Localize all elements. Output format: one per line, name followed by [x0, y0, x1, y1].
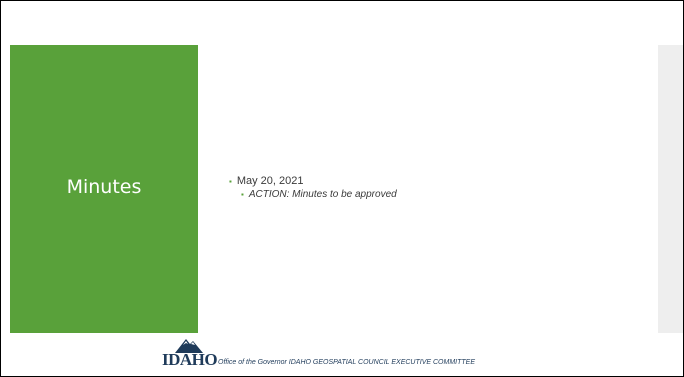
sub-bullet-text: ACTION: Minutes to be approved	[248, 189, 397, 200]
sub-bullet-item: ▪ ACTION: Minutes to be approved	[241, 189, 397, 200]
side-strip	[658, 45, 683, 333]
title-panel: Minutes	[10, 45, 198, 333]
bullet-list: ▪ May 20, 2021 ▪ ACTION: Minutes to be a…	[229, 175, 397, 200]
mountain-icon	[175, 339, 203, 353]
idaho-logo: IDAHO	[162, 335, 218, 371]
bullet-text: May 20, 2021	[236, 175, 304, 187]
bullet-dot-icon: ▪	[241, 190, 244, 199]
slide-title: Minutes	[66, 176, 142, 198]
bullet-dot-icon: ▪	[229, 177, 232, 186]
footer: IDAHO Office of the Governor IDAHO GEOSP…	[162, 335, 475, 371]
logo-text: IDAHO	[162, 350, 218, 369]
footer-text: Office of the Governor IDAHO GEOSPATIAL …	[218, 359, 475, 366]
bullet-item: ▪ May 20, 2021	[229, 175, 397, 187]
